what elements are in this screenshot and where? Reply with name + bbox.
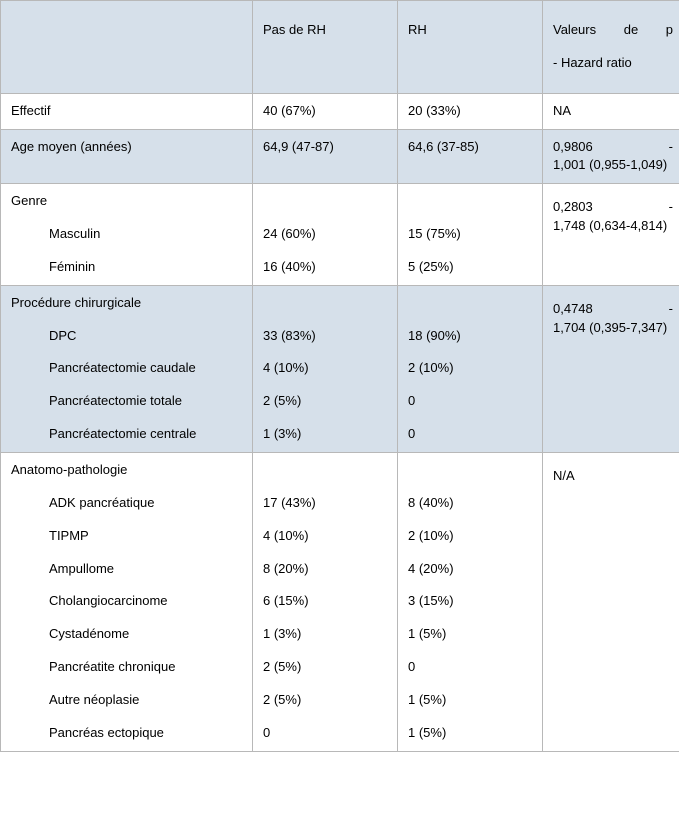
row-effectif: Effectif 40 (67%) 20 (33%) NA xyxy=(1,93,679,129)
procedure-p-line2: 1,704 (0,395-7,347) xyxy=(553,320,667,335)
age-label: Age moyen (années) xyxy=(1,129,253,184)
proc-totale-pas: 2 (5%) xyxy=(263,392,391,411)
anapath-rh-cell: 8 (40%) 2 (10%) 4 (20%) 3 (15%) 1 (5%) 0… xyxy=(398,452,543,751)
anapath-autre-rh: 1 (5%) xyxy=(408,691,536,710)
anapath-cystadenome-label: Cystadénome xyxy=(11,625,246,644)
age-pas: 64,9 (47-87) xyxy=(253,129,398,184)
proc-caudale-label: Pancréatectomie caudale xyxy=(11,359,246,378)
age-rh: 64,6 (37-85) xyxy=(398,129,543,184)
anapath-tipmp-label: TIPMP xyxy=(11,527,246,546)
header-rh: RH xyxy=(398,1,543,94)
procedure-pas-cell: 33 (83%) 4 (10%) 2 (5%) 1 (3%) xyxy=(253,285,398,452)
anapath-ampullome-pas: 8 (20%) xyxy=(263,560,391,579)
anapath-ampullome-label: Ampullome xyxy=(11,560,246,579)
proc-totale-rh: 0 xyxy=(408,392,536,411)
procedure-p-line1: 0,4748 xyxy=(553,301,593,316)
proc-dpc-rh: 18 (90%) xyxy=(408,327,536,346)
row-anapath: Anatomo-pathologie ADK pancréatique TIPM… xyxy=(1,452,679,751)
genre-feminin-rh: 5 (25%) xyxy=(408,258,536,277)
row-procedure: Procédure chirurgicale DPC Pancréatectom… xyxy=(1,285,679,452)
proc-dpc-label: DPC xyxy=(11,327,246,346)
genre-pas-cell: 24 (60%) 16 (40%) xyxy=(253,184,398,286)
genre-masculin-pas: 24 (60%) xyxy=(263,225,391,244)
anapath-cystadenome-pas: 1 (3%) xyxy=(263,625,391,644)
genre-title: Genre xyxy=(11,192,246,211)
anapath-tipmp-pas: 4 (10%) xyxy=(263,527,391,546)
genre-cell: Genre Masculin Féminin xyxy=(1,184,253,286)
stats-table: Pas de RH RH Valeurs de p - Hazard ratio… xyxy=(0,0,679,752)
header-pvalue-line2: - Hazard ratio xyxy=(553,54,673,73)
anapath-autre-label: Autre néoplasie xyxy=(11,691,246,710)
age-p-line2: 1,001 (0,955-1,049) xyxy=(553,157,667,172)
anapath-tipmp-rh: 2 (10%) xyxy=(408,527,536,546)
anapath-pas-cell: 17 (43%) 4 (10%) 8 (20%) 6 (15%) 1 (3%) … xyxy=(253,452,398,751)
procedure-title: Procédure chirurgicale xyxy=(11,294,246,313)
anapath-cholangio-pas: 6 (15%) xyxy=(263,592,391,611)
row-age: Age moyen (années) 64,9 (47-87) 64,6 (37… xyxy=(1,129,679,184)
anapath-ectopique-rh: 1 (5%) xyxy=(408,724,536,743)
row-genre: Genre Masculin Féminin 24 (60%) 16 (40%)… xyxy=(1,184,679,286)
effectif-pas: 40 (67%) xyxy=(253,93,398,129)
anapath-title: Anatomo-pathologie xyxy=(11,461,246,480)
anapath-pancreatite-rh: 0 xyxy=(408,658,536,677)
header-pvalue: Valeurs de p - Hazard ratio xyxy=(543,1,679,94)
procedure-rh-cell: 18 (90%) 2 (10%) 0 0 xyxy=(398,285,543,452)
anapath-cholangio-rh: 3 (15%) xyxy=(408,592,536,611)
anapath-cystadenome-rh: 1 (5%) xyxy=(408,625,536,644)
proc-centrale-label: Pancréatectomie centrale xyxy=(11,425,246,444)
proc-totale-label: Pancréatectomie totale xyxy=(11,392,246,411)
anapath-p-value: N/A xyxy=(553,468,575,483)
genre-feminin-pas: 16 (40%) xyxy=(263,258,391,277)
genre-p-line2: 1,748 (0,634-4,814) xyxy=(553,218,667,233)
effectif-rh: 20 (33%) xyxy=(398,93,543,129)
age-p: 0,9806 - 1,001 (0,955-1,049) xyxy=(543,129,679,184)
genre-p-line1: 0,2803 xyxy=(553,199,593,214)
anapath-autre-pas: 2 (5%) xyxy=(263,691,391,710)
proc-centrale-rh: 0 xyxy=(408,425,536,444)
proc-centrale-pas: 1 (3%) xyxy=(263,425,391,444)
procedure-p-dash: - xyxy=(669,301,673,316)
header-blank xyxy=(1,1,253,94)
anapath-adk-rh: 8 (40%) xyxy=(408,494,536,513)
procedure-cell: Procédure chirurgicale DPC Pancréatectom… xyxy=(1,285,253,452)
anapath-cholangio-label: Cholangiocarcinome xyxy=(11,592,246,611)
genre-masculin-rh: 15 (75%) xyxy=(408,225,536,244)
anapath-ectopique-label: Pancréas ectopique xyxy=(11,724,246,743)
genre-feminin-label: Féminin xyxy=(11,258,246,277)
proc-caudale-rh: 2 (10%) xyxy=(408,359,536,378)
genre-masculin-label: Masculin xyxy=(11,225,246,244)
anapath-pancreatite-pas: 2 (5%) xyxy=(263,658,391,677)
anapath-adk-label: ADK pancréatique xyxy=(11,494,246,513)
effectif-p: NA xyxy=(543,93,679,129)
anapath-p: N/A xyxy=(543,452,679,751)
procedure-p: 0,4748 - 1,704 (0,395-7,347) xyxy=(543,285,679,452)
anapath-cell: Anatomo-pathologie ADK pancréatique TIPM… xyxy=(1,452,253,751)
genre-rh-cell: 15 (75%) 5 (25%) xyxy=(398,184,543,286)
anapath-ectopique-pas: 0 xyxy=(263,724,391,743)
genre-p: 0,2803 - 1,748 (0,634-4,814) xyxy=(543,184,679,286)
anapath-pancreatite-label: Pancréatite chronique xyxy=(11,658,246,677)
age-p-dash: - xyxy=(669,139,673,154)
header-pvalue-line1: Valeurs de p xyxy=(553,22,673,37)
header-pas-de-rh: Pas de RH xyxy=(253,1,398,94)
anapath-adk-pas: 17 (43%) xyxy=(263,494,391,513)
genre-p-dash: - xyxy=(669,199,673,214)
proc-dpc-pas: 33 (83%) xyxy=(263,327,391,346)
anapath-ampullome-rh: 4 (20%) xyxy=(408,560,536,579)
proc-caudale-pas: 4 (10%) xyxy=(263,359,391,378)
age-p-line1: 0,9806 xyxy=(553,139,593,154)
effectif-label: Effectif xyxy=(1,93,253,129)
table-header-row: Pas de RH RH Valeurs de p - Hazard ratio xyxy=(1,1,679,94)
